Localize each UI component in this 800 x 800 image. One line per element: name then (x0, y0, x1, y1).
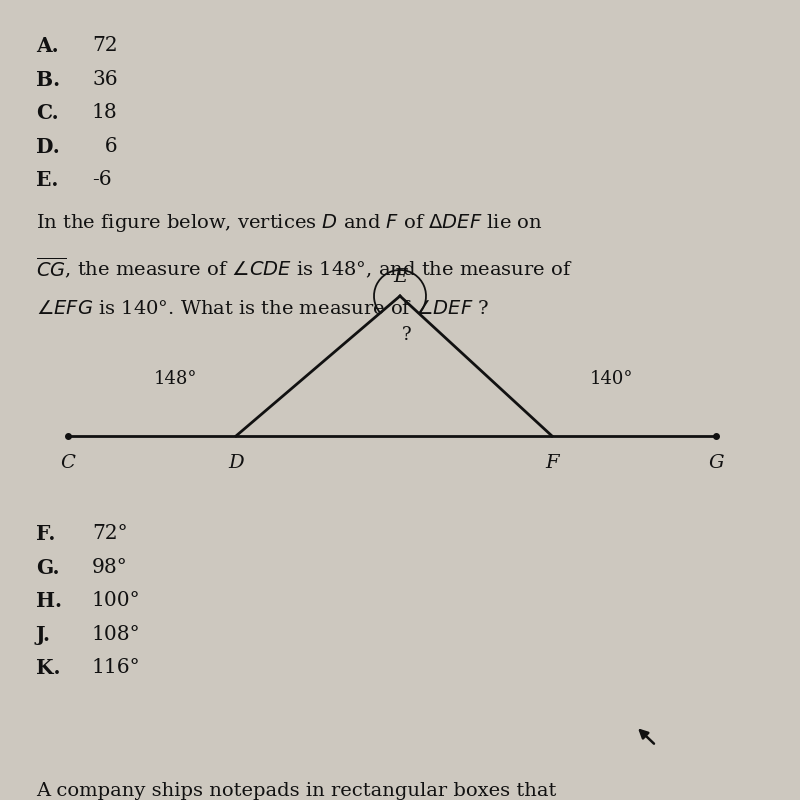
Text: D.: D. (36, 137, 60, 157)
Text: $\overline{CG}$, the measure of $\angle\mathit{CDE}$ is 148°, and the measure of: $\overline{CG}$, the measure of $\angle\… (36, 256, 573, 281)
Text: 140°: 140° (590, 370, 634, 388)
Text: A company ships notepads in rectangular boxes that: A company ships notepads in rectangular … (36, 782, 556, 800)
Text: C.: C. (36, 103, 58, 123)
Text: 36: 36 (92, 70, 118, 89)
Text: -6: -6 (92, 170, 112, 190)
Text: K.: K. (36, 658, 61, 678)
Text: 72°: 72° (92, 524, 128, 543)
Text: ?: ? (402, 326, 411, 344)
Text: G.: G. (36, 558, 59, 578)
Text: $\angle\mathit{EFG}$ is 140°. What is the measure of $\angle\mathit{DEF}$ ?: $\angle\mathit{EFG}$ is 140°. What is th… (36, 300, 490, 318)
Text: 100°: 100° (92, 591, 141, 610)
Text: J.: J. (36, 625, 51, 645)
Text: F.: F. (36, 524, 55, 544)
Text: E.: E. (36, 170, 58, 190)
Text: In the figure below, vertices $D$ and $F$ of $\mathit{\Delta DEF}$ lie on: In the figure below, vertices $D$ and $F… (36, 212, 542, 234)
Text: 116°: 116° (92, 658, 141, 678)
Text: E: E (393, 268, 407, 286)
Text: B.: B. (36, 70, 60, 90)
Text: D: D (228, 454, 244, 472)
Text: 18: 18 (92, 103, 118, 122)
Text: H.: H. (36, 591, 62, 611)
Text: 98°: 98° (92, 558, 128, 577)
Text: A.: A. (36, 36, 58, 56)
Text: G: G (708, 454, 724, 472)
Text: 72: 72 (92, 36, 118, 55)
Text: 108°: 108° (92, 625, 141, 644)
Text: C: C (61, 454, 75, 472)
Text: F: F (546, 454, 558, 472)
Text: 148°: 148° (154, 370, 198, 388)
Text: 6: 6 (92, 137, 118, 156)
